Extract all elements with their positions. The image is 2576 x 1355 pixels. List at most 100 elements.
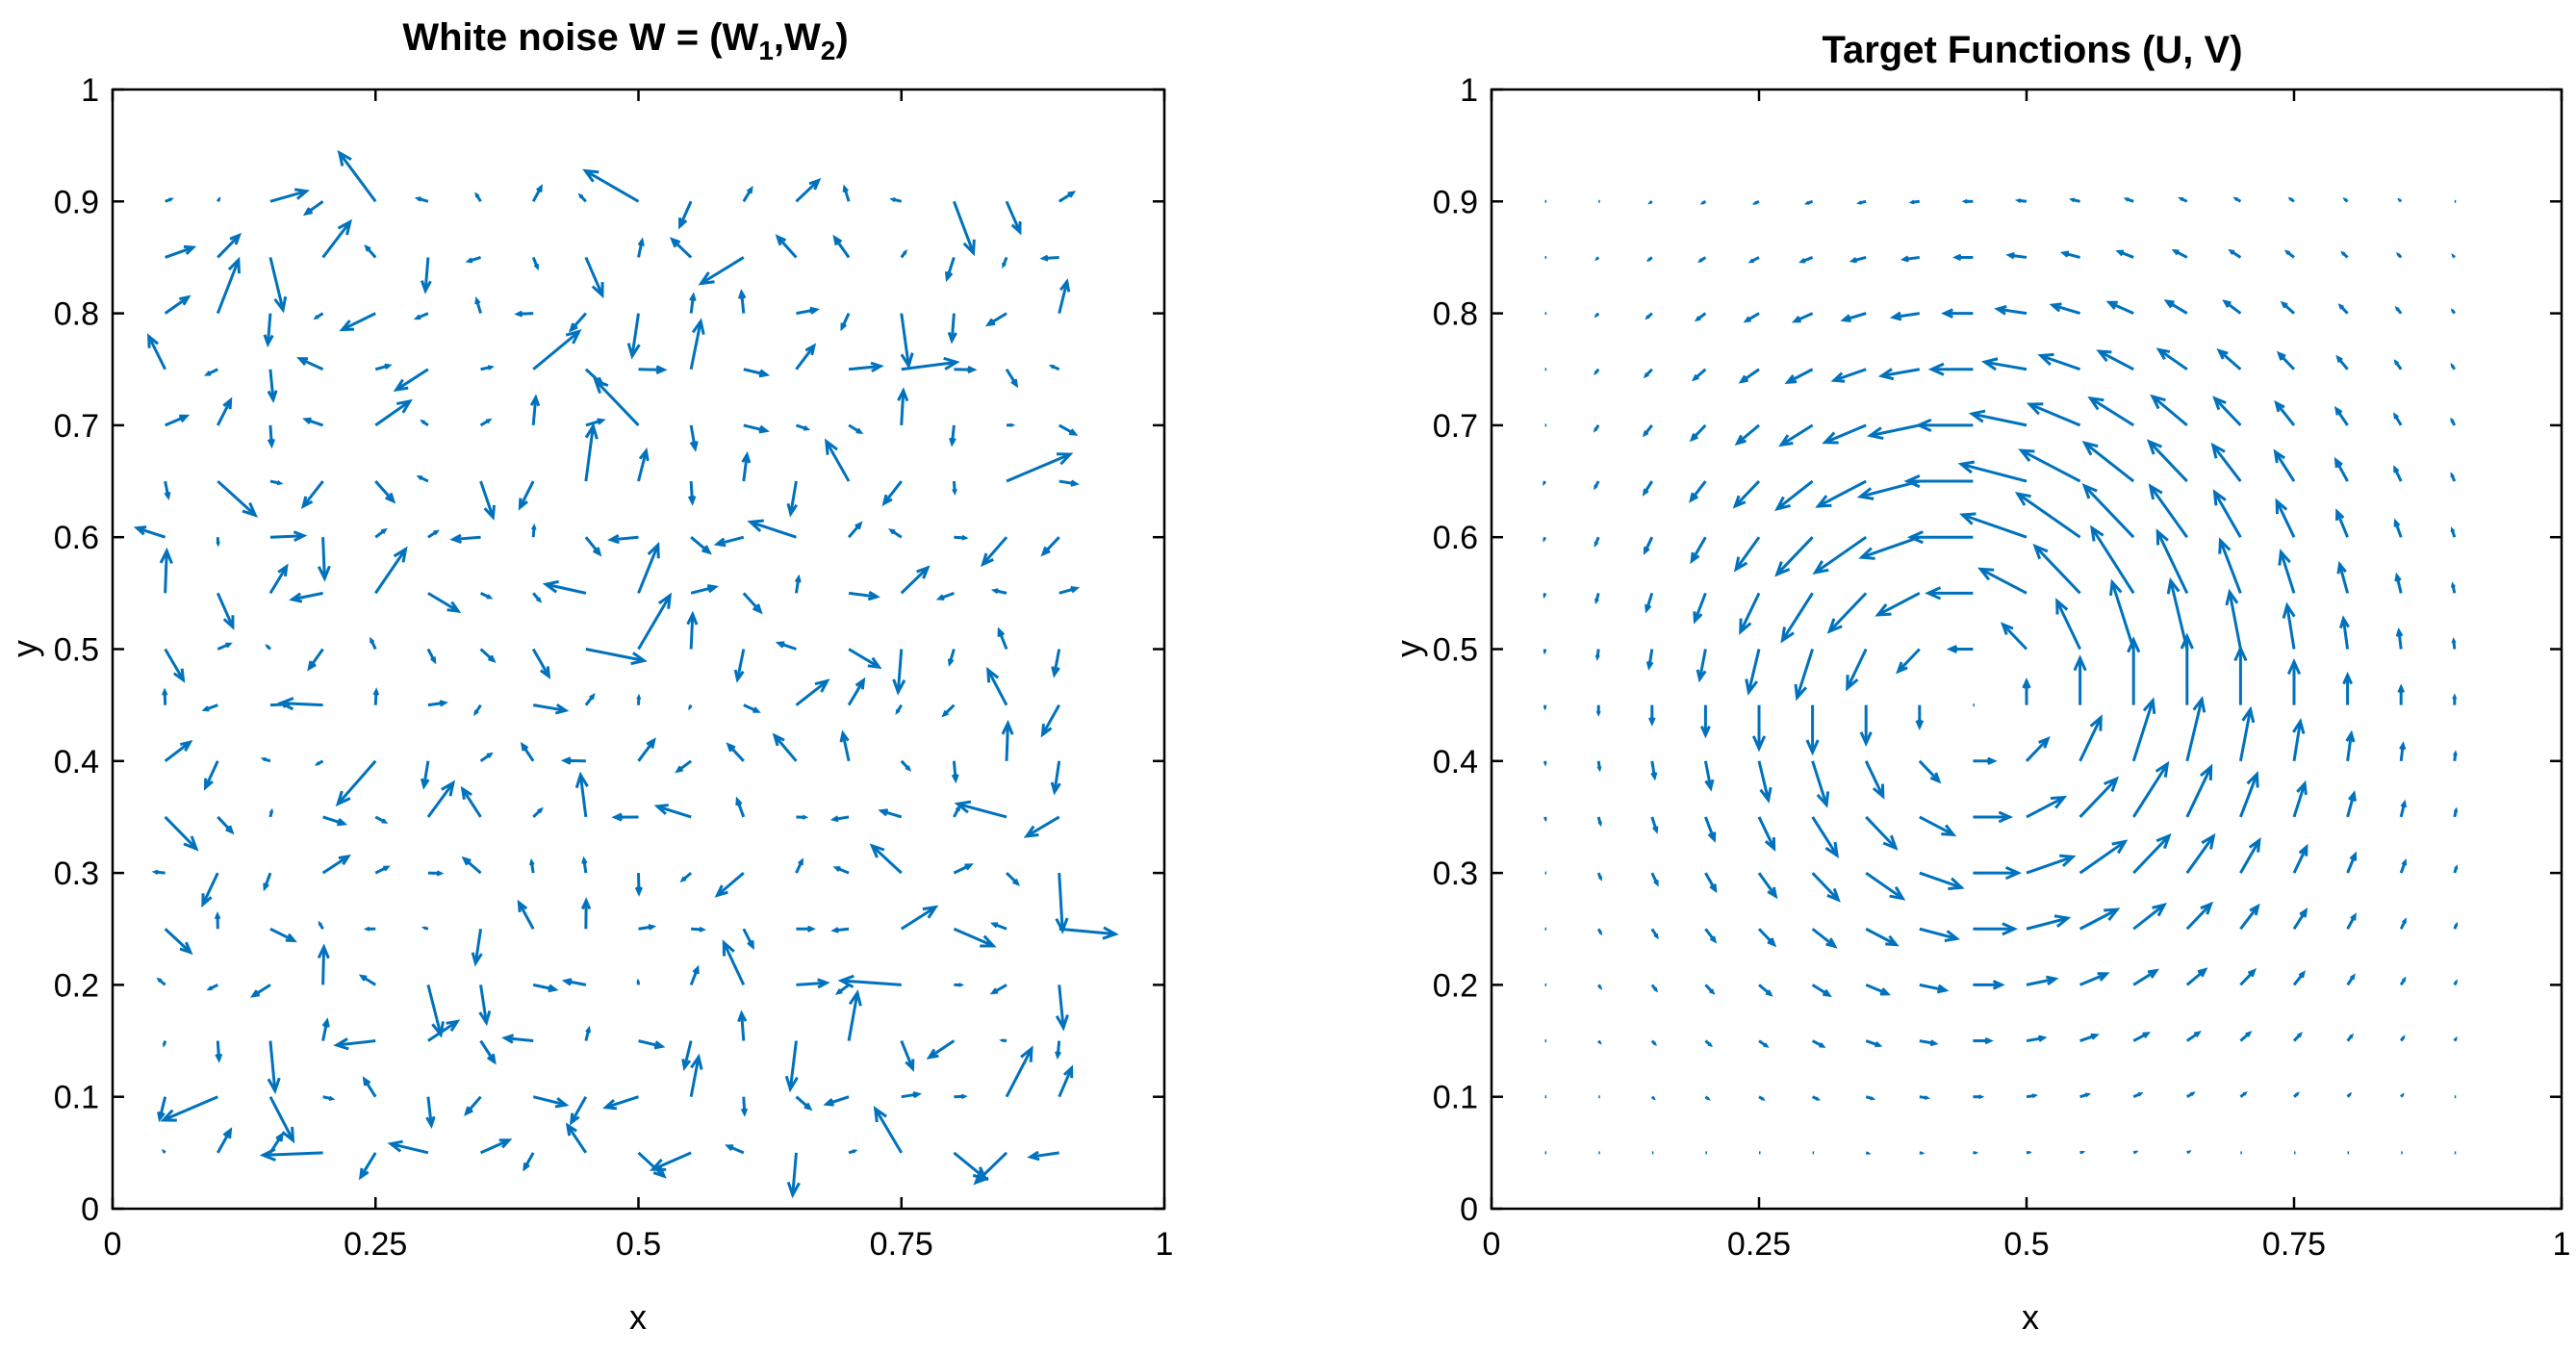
quiver-arrow [322,1095,336,1101]
quiver-arrow [2274,399,2296,426]
quiver-arrow [1812,535,1868,575]
quiver-arrow [474,295,482,315]
quiver-arrow [1543,760,1547,767]
quiver-arrow [387,1139,429,1155]
quiver-arrow [935,591,955,601]
quiver-arrow [1973,980,2005,990]
quiver-arrow [1704,1039,1713,1048]
quiver-arrow [164,815,199,852]
target-functions-panel: Target Functions (U, V) 0 0.25 0.5 0.75 1 0 0.… [1389,29,2570,1337]
quiver-arrow [796,925,816,933]
quiver-arrow [2346,790,2357,818]
quiver-arrow [2346,1091,2353,1098]
quiver-arrow [892,649,906,696]
quiver-arrow [268,807,274,818]
white-noise-title: White noise W = (W1,W2) [402,16,848,65]
quiver-arrow [954,534,969,541]
quiver-arrow [1973,756,1998,765]
quiver-arrow [848,1149,858,1155]
quiver-arrow [1645,256,1653,263]
quiver-arrow [1757,816,1776,853]
quiver-arrow [901,1090,923,1099]
quiver-arrow [737,288,747,314]
quiver-arrow [869,843,903,875]
y-tick-label: 0.4 [54,744,99,780]
quiver-arrow [532,703,570,715]
quiver-arrow [1594,256,1600,262]
quiver-arrow [2239,1031,2253,1042]
quiver-arrow [689,424,699,452]
quiver-arrow [321,854,351,875]
quiver-arrow [897,387,909,425]
quiver-arrow [317,537,331,582]
quiver-arrow [217,815,235,835]
quiver-arrow [784,1040,799,1093]
quiver-arrow [421,926,429,931]
quiver-arrow [743,368,771,378]
quiver-arrow [1645,649,1654,671]
quiver-arrow [2273,448,2296,482]
quiver-arrow [889,197,903,203]
quiver-arrow [1757,928,1777,948]
quiver-arrow [393,368,429,393]
quiver-arrow [881,480,903,507]
quiver-arrow [259,1147,323,1162]
white-noise-x-label: x [629,1297,647,1337]
quiver-arrow [426,984,445,1038]
quiver-arrow [2014,491,2081,539]
quiver-arrow [1739,592,1761,635]
quiver-arrow [1699,704,1711,739]
quiver-arrow [1859,704,1873,748]
quiver-arrow [2346,851,2358,874]
quiver-arrow [302,200,324,217]
quiver-arrow [1840,312,1867,323]
quiver-arrow [2451,637,2457,650]
quiver-arrow [949,424,956,447]
quiver-arrow [2394,572,2403,594]
quiver-arrow [900,249,908,259]
quiver-arrow [1864,760,1885,800]
quiver-arrow [337,149,377,203]
quiver-arrow [523,1152,535,1172]
quiver-arrow [161,1149,166,1154]
quiver-arrow [1805,704,1820,756]
quiver-arrow [1595,704,1601,717]
quiver-arrow [1050,760,1061,796]
quiver-arrow [531,256,539,271]
quiver-arrow [2186,1091,2196,1098]
quiver-arrow [637,592,673,651]
quiver-arrow [839,729,851,762]
quiver-arrow [427,592,462,613]
target-functions-title: Target Functions (U, V) [1822,29,2242,71]
quiver-arrow [1650,1039,1657,1046]
quiver-arrow [561,978,587,986]
quiver-arrow [2222,299,2242,315]
quiver-arrow [162,1040,167,1048]
quiver-arrow [2096,349,2134,371]
quiver-arrow [1027,1150,1059,1162]
quiver-arrow [585,418,606,427]
quiver-arrow [1704,984,1716,995]
quiver-arrow [2105,300,2134,315]
quiver-arrow [1543,536,1547,543]
quiver-arrow [795,177,822,203]
quiver-arrow [1650,872,1659,887]
quiver-arrow [2079,1033,2100,1042]
quiver-arrow [637,447,650,482]
quiver-arrow [1811,1039,1826,1048]
quiver-arrow [584,422,599,482]
quiver-arrow [321,218,352,259]
quiver-arrow [1925,586,1974,601]
quiver-arrow [1594,368,1600,375]
y-tick-label: 1 [81,72,99,109]
quiver-arrow [1940,308,1974,319]
quiver-arrow [999,1038,1007,1043]
quiver-arrow [1865,1039,1883,1048]
quiver-arrow [2026,402,2081,427]
quiver-arrow [2340,250,2349,259]
quiver-arrow [1980,357,2028,371]
quiver-arrow [1919,983,1950,994]
quiver-arrow [2026,914,2072,931]
quiver-arrow [900,565,931,595]
y-tick-label: 0.7 [1433,408,1478,445]
